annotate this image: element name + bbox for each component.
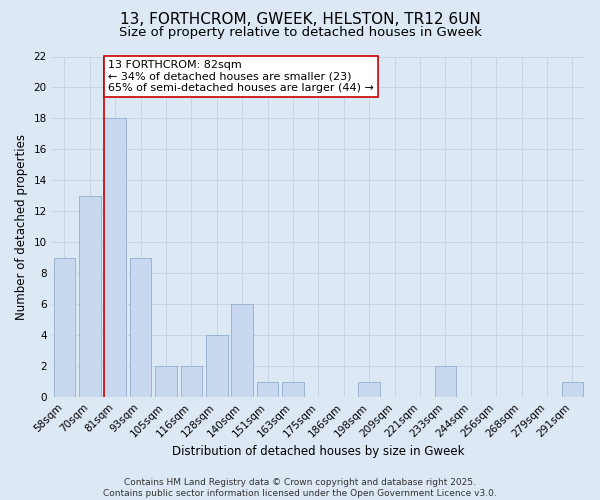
Bar [79, 196, 101, 397]
Bar [358, 382, 380, 397]
Bar [206, 336, 227, 397]
Bar [181, 366, 202, 397]
Bar [232, 304, 253, 397]
Bar [562, 382, 583, 397]
Text: Contains HM Land Registry data © Crown copyright and database right 2025.
Contai: Contains HM Land Registry data © Crown c… [103, 478, 497, 498]
Bar [104, 118, 126, 397]
Text: Size of property relative to detached houses in Gweek: Size of property relative to detached ho… [119, 26, 481, 39]
Bar [434, 366, 456, 397]
Text: 13, FORTHCROM, GWEEK, HELSTON, TR12 6UN: 13, FORTHCROM, GWEEK, HELSTON, TR12 6UN [119, 12, 481, 28]
Bar [155, 366, 177, 397]
Bar [53, 258, 75, 397]
Y-axis label: Number of detached properties: Number of detached properties [15, 134, 28, 320]
X-axis label: Distribution of detached houses by size in Gweek: Distribution of detached houses by size … [172, 444, 464, 458]
Bar [257, 382, 278, 397]
Bar [282, 382, 304, 397]
Text: 13 FORTHCROM: 82sqm
← 34% of detached houses are smaller (23)
65% of semi-detach: 13 FORTHCROM: 82sqm ← 34% of detached ho… [109, 60, 374, 93]
Bar [130, 258, 151, 397]
